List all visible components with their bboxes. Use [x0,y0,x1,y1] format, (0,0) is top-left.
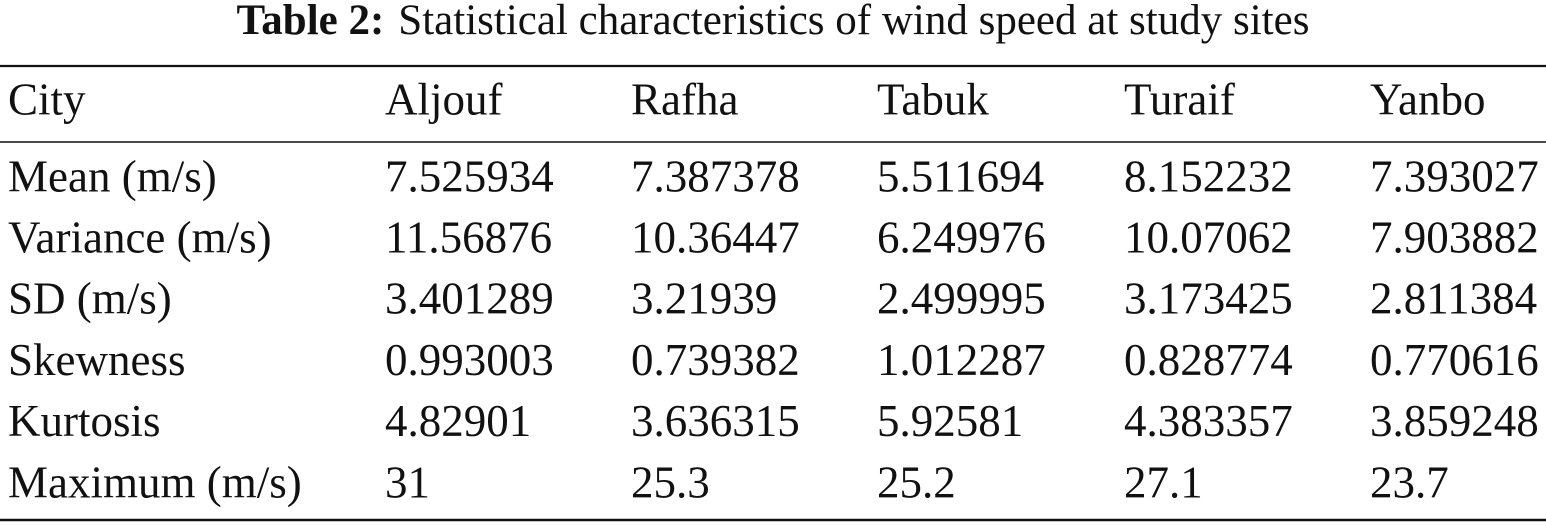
table-caption: Table 2: Statistical characteristics of w… [237,0,1310,44]
table-cell: 5.92581 [877,396,1023,446]
caption-label: Table 2: [237,0,385,44]
row-label: Mean (m/s) [8,151,217,201]
table-cell: 11.56876 [385,213,552,263]
column-header: Turaif [1124,74,1235,124]
row-label: Maximum (m/s) [8,457,302,507]
table-cell: 5.511694 [877,151,1044,201]
table-cell: 7.393027 [1370,151,1539,201]
caption-text: Statistical characteristics of wind spee… [398,0,1309,44]
table-cell: 2.499995 [877,274,1046,324]
table-cell: 3.21939 [631,274,777,324]
table-cell: 0.739382 [631,335,800,385]
row-label: Skewness [8,335,186,385]
table-cell: 27.1 [1124,457,1203,507]
table-cell: 25.3 [631,457,710,507]
table-cell: 8.152232 [1124,151,1293,201]
row-label: Variance (m/s) [8,213,272,263]
table-cell: 23.7 [1370,457,1449,507]
table-cell: 4.383357 [1124,396,1293,446]
table-cell: 10.36447 [631,213,800,263]
table-cell: 7.525934 [385,151,554,201]
table-cell: 31 [385,457,430,507]
table-cell: 25.2 [877,457,956,507]
column-header: Tabuk [877,74,989,124]
table-cell: 0.770616 [1370,335,1539,385]
table-cell: 6.249976 [877,213,1046,263]
table-cell: 3.173425 [1124,274,1293,324]
table-cell: 2.811384 [1370,274,1537,324]
row-header-title: City [8,74,86,124]
column-header: Rafha [631,74,738,124]
table-cell: 4.82901 [385,396,531,446]
table-cell: 3.859248 [1370,396,1539,446]
table-cell: 1.012287 [877,335,1046,385]
table-cell: 0.993003 [385,335,554,385]
table-cell: 3.636315 [631,396,800,446]
table-cell: 7.387378 [631,151,800,201]
column-header: Aljouf [385,74,503,124]
table-cell: 3.401289 [385,274,554,324]
row-label: SD (m/s) [8,274,172,324]
table-cell: 10.07062 [1124,213,1293,263]
table-cell: 0.828774 [1124,335,1293,385]
table-cell: 7.903882 [1370,213,1539,263]
column-header: Yanbo [1370,74,1485,124]
row-label: Kurtosis [8,396,161,446]
